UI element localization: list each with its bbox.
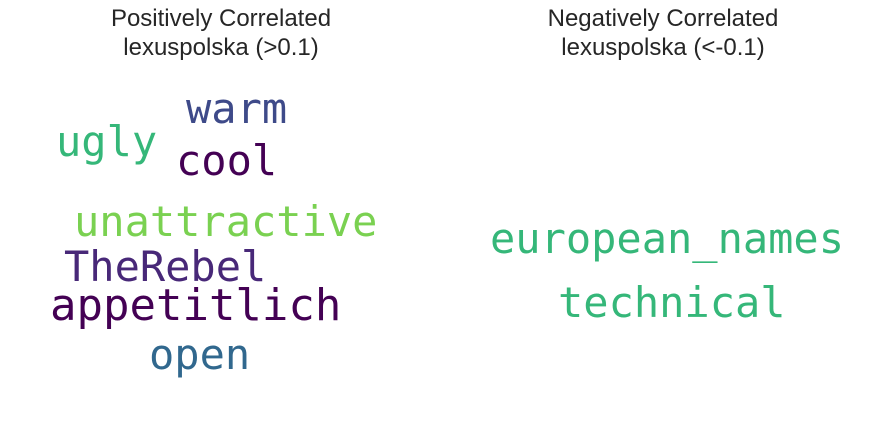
positive-title-line1: Positively Correlated: [110, 5, 332, 32]
word-unattractive: unattractive: [74, 197, 378, 246]
word-ugly: ugly: [56, 117, 158, 166]
negative-title-line1: Negatively Correlated: [547, 5, 779, 32]
positive-title-line2: lexuspolska (>0.1): [123, 34, 319, 61]
negative-title-line2: lexuspolska (<-0.1): [561, 34, 765, 61]
positive-wordcloud-panel: Positively Correlated lexuspolska (>0.1)…: [0, 4, 442, 379]
word-open: open: [149, 330, 251, 379]
negative-wordcloud-panel: Negatively Correlated lexuspolska (<-0.1…: [442, 0, 884, 424]
positive-panel-title: Positively Correlated lexuspolska (>0.1): [0, 4, 442, 62]
word-cool: cool: [176, 136, 278, 185]
negative-panel-title: Negatively Correlated lexuspolska (<-0.1…: [442, 4, 884, 62]
word-warm: warm: [186, 84, 288, 133]
word-european-names: european_names: [490, 214, 845, 263]
word-therebel: TheRebel: [64, 242, 267, 291]
word-technical: technical: [558, 278, 786, 327]
word-appetitlich: appetitlich: [50, 280, 342, 331]
